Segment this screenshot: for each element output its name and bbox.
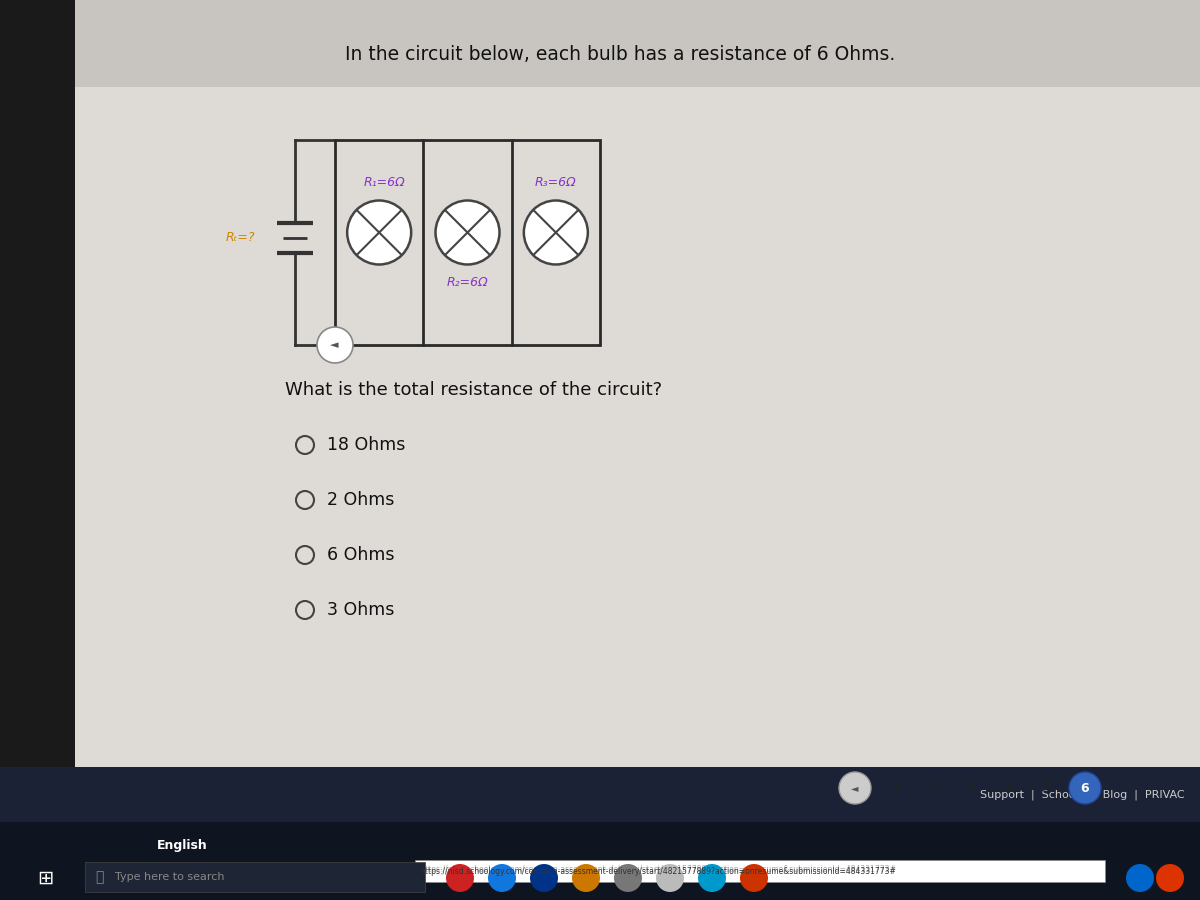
- Text: R₂=6Ω: R₂=6Ω: [446, 276, 488, 290]
- Circle shape: [572, 864, 600, 892]
- Circle shape: [524, 201, 588, 265]
- Text: 4: 4: [1004, 780, 1014, 796]
- Circle shape: [656, 864, 684, 892]
- Circle shape: [839, 772, 871, 804]
- Circle shape: [317, 327, 353, 363]
- Circle shape: [1126, 864, 1154, 892]
- Text: R₁=6Ω: R₁=6Ω: [364, 176, 404, 188]
- Circle shape: [446, 864, 474, 892]
- Bar: [335, 140, 600, 345]
- Circle shape: [614, 864, 642, 892]
- Text: In the circuit below, each bulb has a resistance of 6 Ohms.: In the circuit below, each bulb has a re…: [344, 46, 895, 65]
- Text: 5: 5: [1042, 780, 1052, 796]
- Text: ◄: ◄: [330, 340, 338, 350]
- Circle shape: [740, 864, 768, 892]
- Text: 2: 2: [928, 780, 938, 796]
- Text: What is the total resistance of the circuit?: What is the total resistance of the circ…: [286, 381, 662, 399]
- Text: 2 Ohms: 2 Ohms: [326, 491, 395, 509]
- Text: 3: 3: [966, 780, 976, 796]
- Circle shape: [1156, 864, 1184, 892]
- Text: https://nisd.schoology.com/common-assessment-delivery/start/4821577889?action=on: https://nisd.schoology.com/common-assess…: [420, 867, 896, 876]
- Text: Type here to search: Type here to search: [115, 872, 224, 882]
- Circle shape: [347, 201, 412, 265]
- Circle shape: [1069, 772, 1102, 804]
- Text: English: English: [157, 839, 208, 851]
- Circle shape: [698, 864, 726, 892]
- Bar: [74, 87, 1200, 822]
- Circle shape: [488, 864, 516, 892]
- Bar: [0, 822, 1200, 900]
- Circle shape: [530, 864, 558, 892]
- Text: 18 Ohms: 18 Ohms: [326, 436, 406, 454]
- Text: Support  |  Schoology Blog  |  PRIVAC: Support | Schoology Blog | PRIVAC: [980, 790, 1186, 800]
- Text: ◄: ◄: [851, 783, 859, 793]
- Bar: [0, 0, 74, 900]
- Text: 6 Ohms: 6 Ohms: [326, 546, 395, 564]
- Text: R₃=6Ω: R₃=6Ω: [535, 176, 577, 188]
- Text: 1: 1: [890, 780, 900, 796]
- Bar: [0, 767, 1200, 822]
- Text: Rₜ=?: Rₜ=?: [226, 231, 254, 244]
- Text: https://nisd.schoology.com/common-assessment-delivery/start/4821577889?action=on: https://nisd.schoology.com/common-assess…: [420, 866, 896, 875]
- Circle shape: [436, 201, 499, 265]
- FancyBboxPatch shape: [415, 860, 1105, 882]
- Text: ⌕: ⌕: [95, 870, 103, 884]
- FancyBboxPatch shape: [85, 862, 425, 892]
- Text: ⊞: ⊞: [37, 868, 53, 887]
- Text: 3 Ohms: 3 Ohms: [326, 601, 395, 619]
- Text: 6: 6: [1081, 781, 1090, 795]
